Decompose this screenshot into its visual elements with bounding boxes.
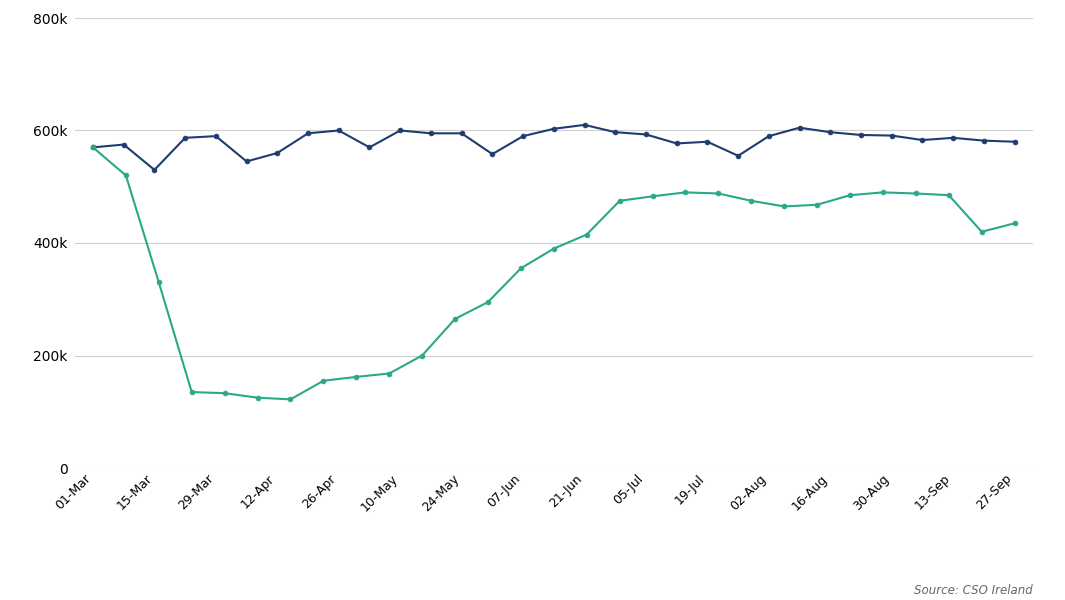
2019 bbox=[793, 124, 806, 131]
2020 bbox=[744, 197, 757, 205]
2020 bbox=[646, 193, 659, 200]
2019 bbox=[394, 127, 407, 134]
2019 bbox=[148, 166, 161, 173]
2019 bbox=[916, 136, 929, 143]
2020 bbox=[185, 388, 198, 395]
2019 bbox=[363, 144, 376, 151]
2019 bbox=[824, 128, 837, 136]
2020 bbox=[580, 231, 593, 238]
2020 bbox=[712, 190, 725, 197]
2020 bbox=[1009, 220, 1021, 227]
2020 bbox=[317, 377, 330, 385]
2020 bbox=[152, 279, 165, 286]
2019 bbox=[763, 133, 775, 140]
2019 bbox=[486, 151, 498, 158]
2020 bbox=[86, 144, 99, 151]
2019 bbox=[609, 128, 622, 136]
2019 bbox=[86, 144, 99, 151]
2020 bbox=[943, 191, 955, 199]
2020 bbox=[810, 201, 823, 208]
2020 bbox=[613, 197, 626, 205]
2020 bbox=[350, 373, 363, 380]
2020 bbox=[218, 389, 231, 397]
2020 bbox=[481, 298, 494, 305]
2019 bbox=[455, 130, 468, 137]
2019 bbox=[732, 152, 744, 160]
2020 bbox=[415, 352, 428, 359]
Text: Source: CSO Ireland: Source: CSO Ireland bbox=[914, 584, 1033, 597]
2020 bbox=[382, 370, 395, 377]
2019 bbox=[947, 134, 960, 142]
2020 bbox=[547, 245, 560, 252]
2020 bbox=[843, 191, 856, 199]
2019 bbox=[701, 138, 714, 145]
2019 bbox=[271, 149, 283, 157]
2019 bbox=[332, 127, 345, 134]
2020 bbox=[119, 172, 132, 179]
2019 bbox=[179, 134, 192, 142]
Line: 2020: 2020 bbox=[91, 145, 1017, 402]
2020 bbox=[679, 189, 692, 196]
2019 bbox=[425, 130, 438, 137]
2020 bbox=[910, 190, 922, 197]
2020 bbox=[876, 189, 889, 196]
2019 bbox=[640, 131, 653, 138]
2019 bbox=[885, 132, 898, 139]
2019 bbox=[301, 130, 314, 137]
2020 bbox=[777, 203, 790, 210]
2019 bbox=[210, 133, 223, 140]
2020 bbox=[284, 396, 297, 403]
2019 bbox=[670, 140, 683, 147]
2019 bbox=[578, 121, 591, 128]
2019 bbox=[547, 125, 560, 133]
2020 bbox=[514, 265, 527, 272]
2019 bbox=[1009, 138, 1021, 145]
2020 bbox=[976, 228, 988, 235]
2019 bbox=[978, 137, 990, 144]
2020 bbox=[448, 316, 461, 323]
2019 bbox=[117, 141, 130, 148]
Line: 2019: 2019 bbox=[91, 122, 1017, 172]
2019 bbox=[854, 131, 867, 139]
2020 bbox=[251, 394, 264, 401]
2019 bbox=[241, 158, 253, 165]
2019 bbox=[517, 133, 529, 140]
